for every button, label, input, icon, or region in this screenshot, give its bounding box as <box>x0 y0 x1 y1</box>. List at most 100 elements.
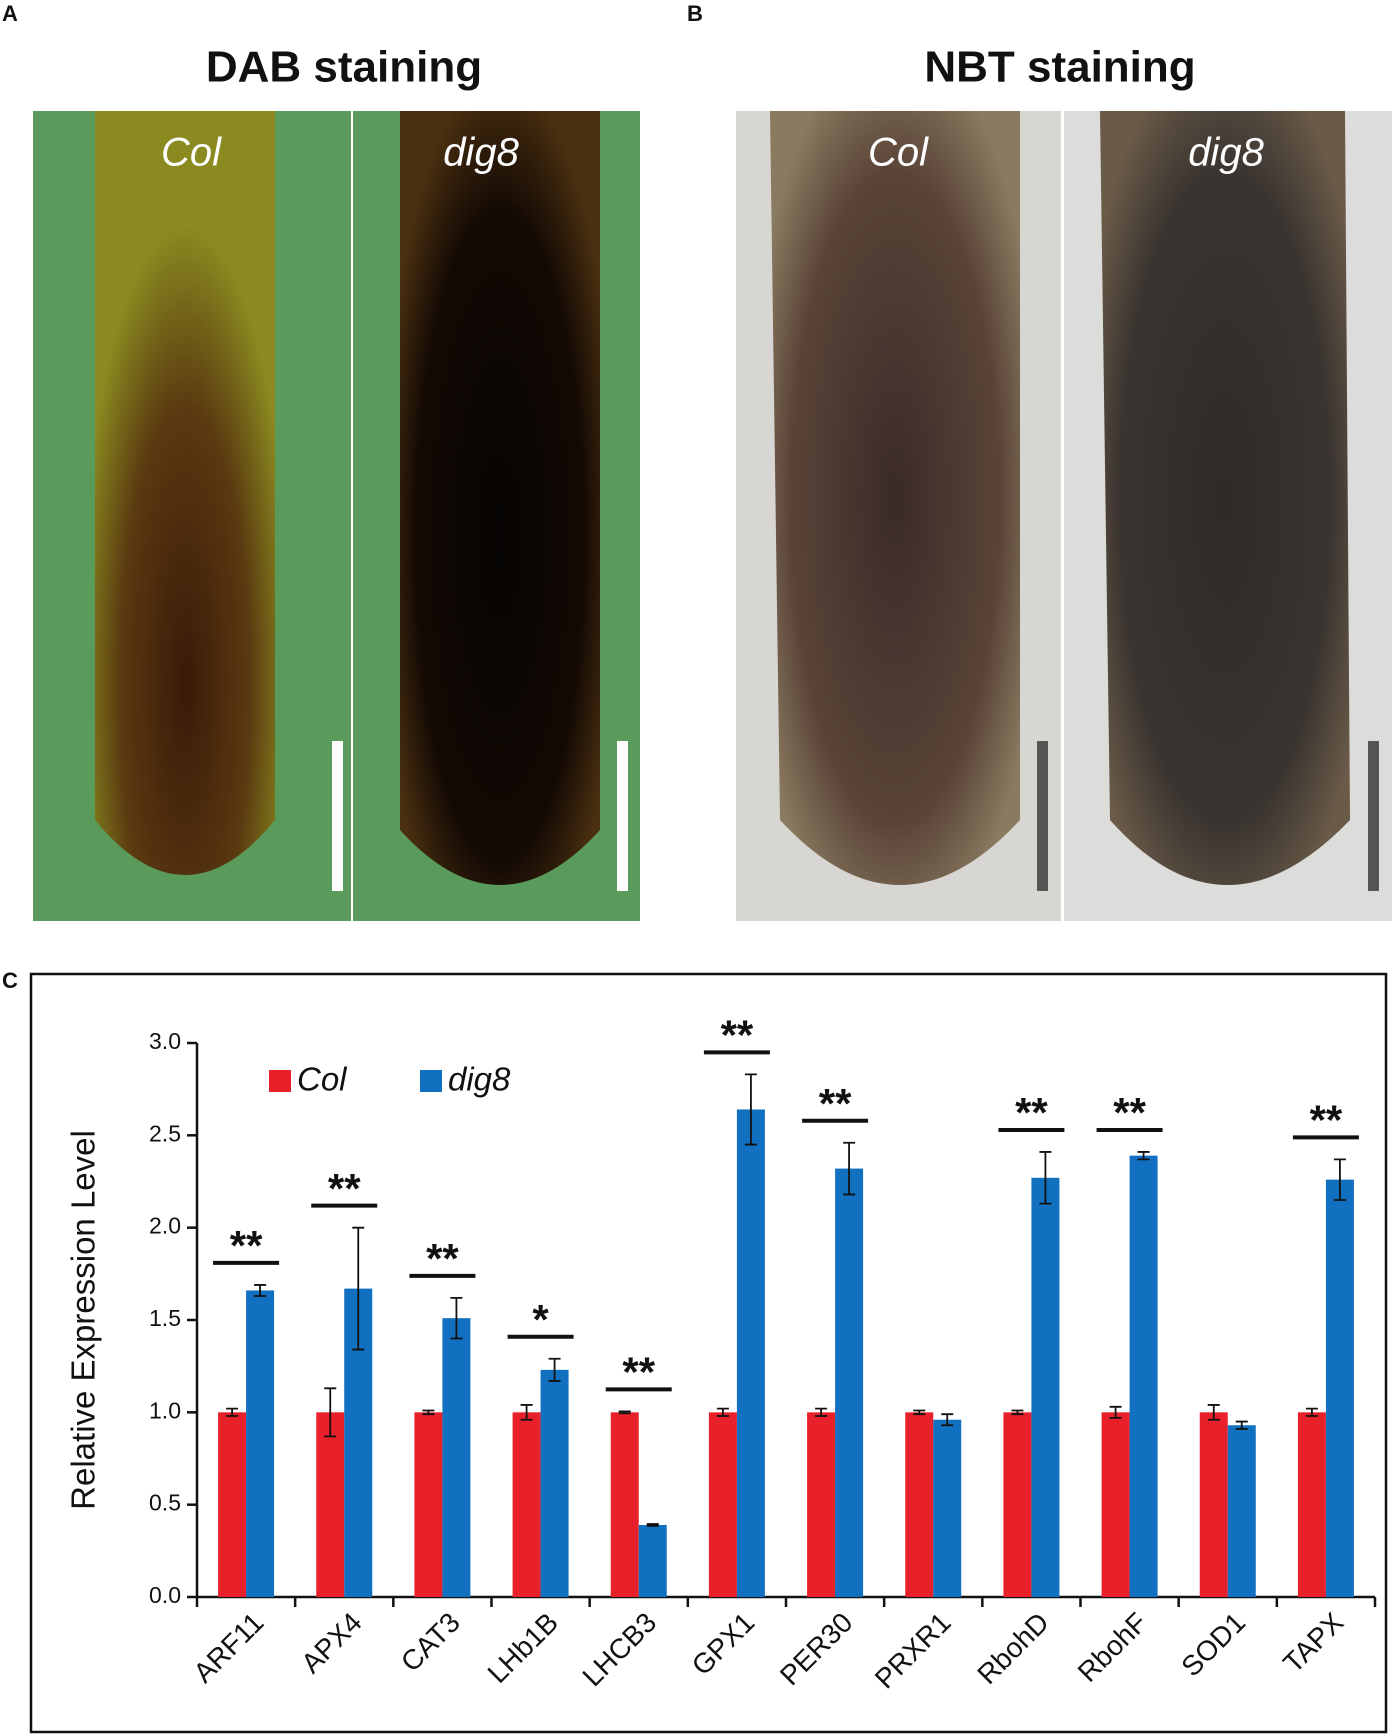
significance-label: ** <box>1113 1089 1146 1136</box>
legend-swatch <box>420 1070 442 1092</box>
bar <box>1297 1412 1326 1597</box>
y-tick-label: 1.5 <box>149 1305 181 1331</box>
panel-letter: A <box>2 1 18 26</box>
y-tick-label: 2.0 <box>149 1213 181 1239</box>
x-tick-label: TAPX <box>1277 1606 1349 1678</box>
bar <box>610 1412 639 1597</box>
root-photo <box>1100 111 1350 885</box>
error-bar <box>941 1413 954 1427</box>
error-bar <box>1235 1420 1248 1430</box>
significance-label: ** <box>1310 1096 1343 1143</box>
significance-label: ** <box>622 1349 655 1396</box>
error-bar <box>1333 1158 1346 1201</box>
error-bar <box>1305 1407 1318 1417</box>
significance-label: ** <box>230 1222 263 1269</box>
x-tick-label: CAT3 <box>395 1607 466 1678</box>
bar <box>1325 1179 1354 1597</box>
significance-label: ** <box>328 1165 361 1212</box>
image-label: Col <box>868 131 929 175</box>
bar <box>638 1524 667 1597</box>
y-axis-label: Relative Expression Level <box>65 1130 102 1510</box>
bar <box>1003 1412 1032 1597</box>
error-bar <box>1137 1151 1150 1161</box>
error-bar <box>324 1387 337 1438</box>
bar <box>512 1412 541 1597</box>
error-bar <box>815 1407 828 1417</box>
panel-title: DAB staining <box>206 43 482 92</box>
bar <box>246 1290 275 1597</box>
bar <box>1129 1155 1158 1597</box>
error-bar <box>744 1073 757 1146</box>
root-photo <box>95 111 275 875</box>
chart: 0.0 0.5 1.0 1.5 2.0 2.5 3.0 Relative Expression… <box>65 1011 1377 1695</box>
error-bar <box>422 1409 435 1416</box>
error-bar <box>1039 1151 1052 1205</box>
bar <box>736 1109 765 1597</box>
bar <box>708 1412 737 1597</box>
bar <box>933 1419 962 1597</box>
x-tick-label: PER30 <box>774 1607 859 1692</box>
significance-label: ** <box>1015 1089 1048 1136</box>
bar <box>1031 1177 1060 1597</box>
error-bar <box>716 1407 729 1417</box>
bar <box>414 1412 443 1597</box>
significance-label: * <box>532 1296 549 1343</box>
x-tick-label: GPX1 <box>686 1607 761 1682</box>
error-bar <box>520 1404 533 1421</box>
x-tick-label: RbohF <box>1072 1607 1153 1688</box>
panel-letter: C <box>2 968 18 993</box>
bar <box>835 1168 864 1597</box>
root-photo <box>770 111 1020 885</box>
chart-frame <box>29 972 1388 1734</box>
root-photo <box>400 111 600 885</box>
legend-label: Col <box>297 1061 348 1098</box>
error-bar <box>1011 1409 1024 1416</box>
error-bar <box>254 1284 267 1297</box>
scale-bar <box>1368 741 1379 891</box>
error-bar <box>226 1407 239 1417</box>
error-bar <box>913 1409 926 1416</box>
legend-label: dig8 <box>448 1061 511 1098</box>
x-tick-label: LHb1B <box>482 1607 564 1689</box>
bar <box>1227 1425 1256 1597</box>
x-tick-label: PRXR1 <box>869 1607 957 1695</box>
y-tick-label: 0.0 <box>149 1582 181 1608</box>
y-tick-label: 0.5 <box>149 1490 181 1516</box>
error-bar <box>548 1357 561 1382</box>
error-bar <box>1207 1404 1220 1421</box>
x-tick-label: SOD1 <box>1175 1607 1251 1683</box>
x-tick-label: APX4 <box>295 1607 368 1680</box>
image-label: dig8 <box>1188 131 1264 175</box>
error-bar <box>352 1226 365 1351</box>
bar <box>218 1412 247 1597</box>
scale-bar <box>1037 741 1048 891</box>
x-tick-label: RbohD <box>971 1607 1055 1691</box>
bar <box>1101 1412 1130 1597</box>
bar <box>540 1369 569 1597</box>
scale-bar <box>332 741 343 891</box>
bar <box>807 1412 836 1597</box>
error-bar <box>450 1296 463 1340</box>
y-tick-label: 2.5 <box>149 1120 181 1146</box>
legend-swatch <box>269 1070 291 1092</box>
image-label: Col <box>161 131 222 175</box>
error-bar <box>646 1523 659 1527</box>
panel-title: NBT staining <box>924 43 1195 92</box>
error-bar <box>843 1141 856 1196</box>
panel-letter: B <box>687 1 703 26</box>
y-tick-label: 1.0 <box>149 1397 181 1423</box>
x-tick-label: LHCB3 <box>576 1607 662 1693</box>
significance-label: ** <box>426 1235 459 1282</box>
bar <box>1199 1412 1228 1597</box>
bar <box>316 1412 345 1597</box>
y-tick-label: 3.0 <box>149 1028 181 1054</box>
error-bar <box>1109 1405 1122 1419</box>
significance-label: ** <box>819 1080 852 1127</box>
scale-bar <box>617 741 628 891</box>
bar <box>442 1318 471 1597</box>
error-bar <box>618 1410 631 1415</box>
bar <box>905 1412 934 1597</box>
image-label: dig8 <box>443 131 519 175</box>
x-tick-label: ARF11 <box>187 1607 269 1689</box>
